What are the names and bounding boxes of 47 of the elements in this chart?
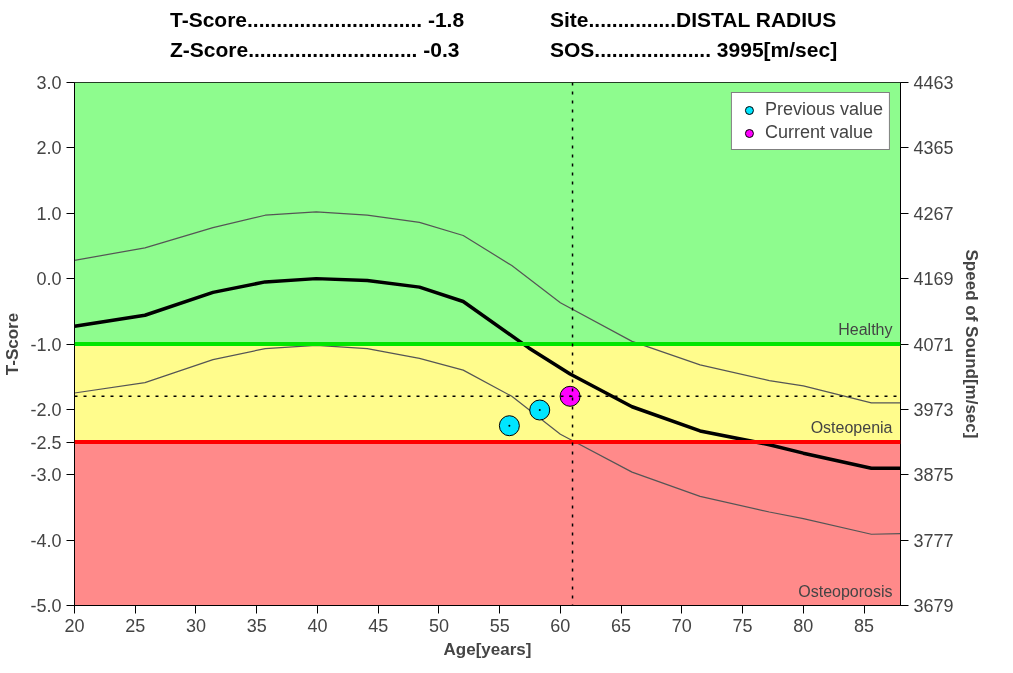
x-tick-label: 70 (671, 615, 692, 636)
x-tick-label: 75 (732, 615, 753, 636)
y-tick-label: -5.0 (30, 596, 62, 616)
band-label: Healthy (838, 321, 893, 338)
x-tick-label: 35 (246, 615, 267, 636)
legend-label: Current value (764, 122, 873, 143)
band-label: Osteoporosis (798, 582, 893, 600)
y-tick-label: -1.0 (30, 334, 62, 355)
y2-tick-label: 4365 (913, 138, 954, 159)
x-axis-title: Age[years] (443, 639, 532, 659)
text: SOS.................... 3995[m/sec] (550, 37, 839, 63)
x-tick-label: 85 (854, 615, 875, 636)
x-tick-label: 60 (550, 615, 571, 636)
y-axis-title: T-Score (3, 312, 23, 376)
x-tick-label: 80 (793, 615, 814, 636)
x-tick-label: 65 (611, 615, 632, 636)
y2-tick-label: 3973 (913, 399, 954, 420)
y2-tick-label: 4267 (913, 203, 954, 224)
y2-tick-label: 4169 (913, 269, 954, 290)
y-tick-label: -2.0 (30, 399, 62, 420)
x-tick-label: 30 (185, 615, 206, 636)
legend-label: Previous value (764, 99, 883, 120)
y2-tick-label: 3777 (913, 530, 954, 551)
text: T-Score.............................. -1.8 (170, 7, 466, 33)
x-tick-label: 20 (64, 615, 85, 636)
y-tick-label: 2.0 (36, 138, 62, 159)
text: Z-Score............................. -0.3 (170, 37, 461, 63)
x-tick-label: 25 (125, 615, 146, 636)
y-tick-label: -4.0 (30, 530, 62, 551)
x-tick-label: 55 (489, 615, 510, 636)
line-series (74, 211, 901, 404)
y2-tick-label: 4071 (913, 334, 954, 355)
y-tick-label: 0.0 (36, 269, 62, 290)
x-tick-label: 50 (428, 615, 449, 636)
x-tick-label: 45 (368, 615, 389, 636)
y2-axis-title: Speed of Sound[m/sec] (961, 249, 981, 439)
y-tick-label: -3.0 (30, 465, 62, 486)
y2-tick-label: 3679 (913, 596, 954, 616)
text: Site...............DISTAL RADIUS (550, 7, 838, 33)
y-tick-label: -2.5 (30, 432, 62, 453)
y-tick-label: 1.0 (36, 203, 62, 224)
y2-tick-label: 4463 (913, 73, 954, 93)
y2-tick-label: 3875 (913, 465, 954, 486)
band-label: Osteopenia (810, 419, 893, 437)
line-series (74, 344, 901, 535)
x-tick-label: 40 (307, 615, 328, 636)
y-tick-label: 3.0 (36, 73, 62, 93)
